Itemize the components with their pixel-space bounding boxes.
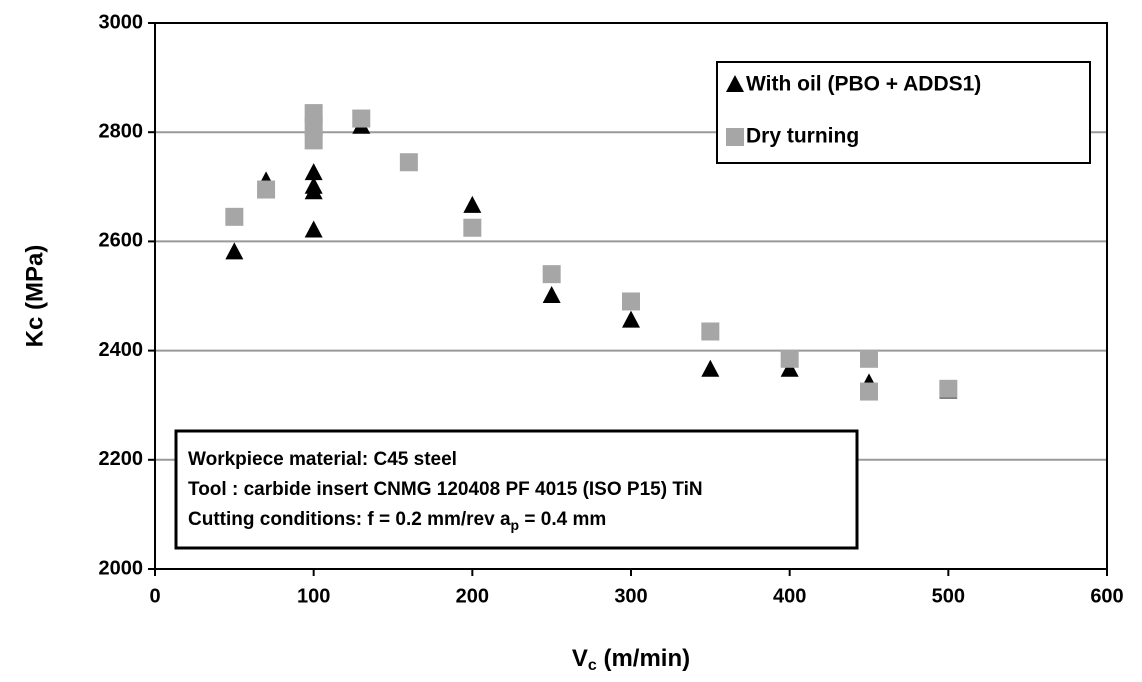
point xyxy=(225,242,244,260)
y-tick-label: 2000 xyxy=(99,557,144,579)
y-tick-label: 2600 xyxy=(99,230,144,252)
point xyxy=(939,379,958,398)
point xyxy=(622,292,640,311)
y-tick-label: 3000 xyxy=(99,11,144,33)
x-label-sub: c xyxy=(588,657,597,674)
annotation: Workpiece material: C45 steel Tool : car… xyxy=(174,429,859,550)
point xyxy=(304,182,323,200)
annotation-rest: = 0.4 mm xyxy=(519,509,606,530)
y-axis-label: Kc (MPa) xyxy=(21,245,48,348)
point xyxy=(780,349,799,368)
x-axis-label: Vc (m/min) xyxy=(572,645,690,674)
y-tick-label: 2200 xyxy=(99,448,144,470)
point xyxy=(542,265,561,284)
y-tick-label: 2800 xyxy=(99,120,144,142)
x-tick-label: 0 xyxy=(149,585,160,607)
point xyxy=(399,153,418,172)
x-tick-label: 600 xyxy=(1090,585,1123,607)
x-tick-label: 500 xyxy=(932,585,965,607)
legend-box xyxy=(716,61,1091,164)
point xyxy=(304,163,323,181)
point xyxy=(780,359,799,377)
legend-label: Dry turning xyxy=(746,125,859,148)
plot-frame xyxy=(154,22,1108,570)
annotation-line: Tool : carbide insert CNMG 120408 PF 401… xyxy=(188,479,703,500)
x-tick-label: 100 xyxy=(297,585,330,607)
point xyxy=(304,220,323,238)
point xyxy=(463,195,482,213)
annotation-line: Cutting conditions: f = 0.2 mm/rev ap = … xyxy=(188,509,606,533)
annotation-sub: p xyxy=(511,517,520,533)
x-tick-label: 300 xyxy=(614,585,647,607)
annotation-box xyxy=(174,429,859,550)
point xyxy=(225,207,244,226)
annotation-main: Cutting conditions: f = 0.2 mm/rev a xyxy=(188,509,511,530)
point xyxy=(304,104,323,123)
point xyxy=(701,322,720,341)
point xyxy=(304,131,323,150)
point xyxy=(304,117,323,136)
legend-label: With oil (PBO + ADDS1) xyxy=(746,73,981,96)
point xyxy=(860,349,878,368)
point xyxy=(622,310,640,328)
point xyxy=(701,359,720,377)
point xyxy=(463,218,482,237)
x-label-rest: (m/min) xyxy=(597,645,690,672)
x-tick-label: 400 xyxy=(773,585,806,607)
y-tick-label: 2400 xyxy=(99,339,144,361)
x-tick-label: 200 xyxy=(456,585,489,607)
legend-marker xyxy=(726,75,744,92)
point xyxy=(542,286,561,303)
point xyxy=(860,382,878,401)
annotation-line: Workpiece material: C45 steel xyxy=(188,449,457,470)
legend-marker xyxy=(726,128,744,146)
x-label-main: V xyxy=(572,645,588,672)
point xyxy=(257,180,276,199)
point xyxy=(352,109,371,128)
